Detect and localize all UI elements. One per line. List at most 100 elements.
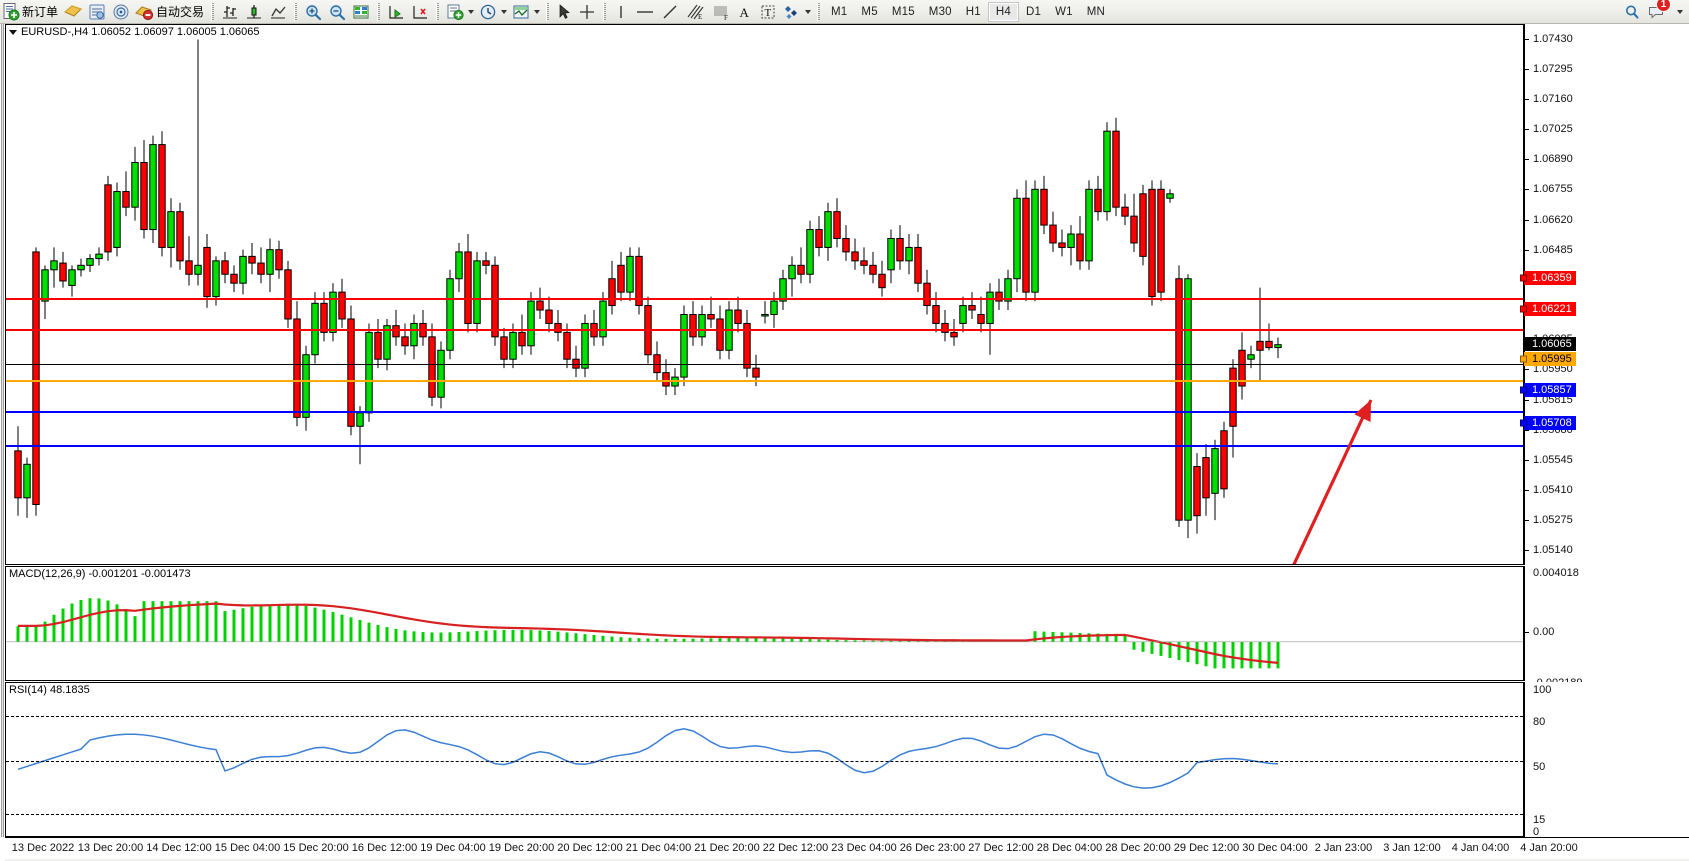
price-label-text: 1.05995 <box>1532 353 1572 366</box>
indicators-dropdown-caret[interactable] <box>468 9 475 14</box>
chart-left-rail <box>0 24 5 837</box>
time-tick: 14 Dec 12:00 <box>146 842 212 854</box>
zoom-in-button[interactable] <box>301 1 325 23</box>
text-box-button[interactable]: T <box>756 1 780 23</box>
autotrading-button[interactable]: 自动交易 <box>133 1 207 23</box>
time-tick: 30 Dec 04:00 <box>1242 842 1308 854</box>
search-button[interactable] <box>1620 1 1644 23</box>
templates-button[interactable] <box>509 1 533 23</box>
text-label-button[interactable]: A <box>734 1 756 23</box>
main-toolbar: 新订单 <box>0 0 1689 24</box>
current-price-line <box>6 364 1523 365</box>
time-scale[interactable]: 13 Dec 2022 13 Dec 20:00 14 Dec 12:00 15 De… <box>5 837 1689 861</box>
tab-timeframe-mn[interactable]: MN <box>1086 5 1106 18</box>
vertical-line-button[interactable] <box>610 1 632 23</box>
rsi-plot <box>17 728 1279 789</box>
support-line-1-label[interactable]: 1.05857 <box>1520 383 1576 398</box>
tab-timeframe-w1[interactable]: W1 <box>1055 5 1073 18</box>
time-tick: 16 Dec 12:00 <box>351 842 418 854</box>
crosshair-button[interactable] <box>575 1 599 23</box>
equidistant-channel-icon: E <box>687 4 704 21</box>
line-chart-button[interactable] <box>266 1 290 23</box>
equidistant-channel-button[interactable]: E <box>682 1 708 23</box>
price-scale[interactable]: 1.07430 1.07295 1.07160 1.07025 1.06890 1.067… <box>1520 24 1689 565</box>
line-drag-handle[interactable] <box>1520 305 1527 313</box>
price-tick: 1.05545 <box>1524 454 1573 466</box>
bar-chart-button[interactable] <box>218 1 242 23</box>
period-dropdown-caret[interactable] <box>501 9 508 14</box>
trendline-button[interactable] <box>658 1 682 23</box>
line-drag-handle[interactable] <box>1520 274 1527 282</box>
objects-dropdown-caret[interactable] <box>805 9 812 14</box>
rsi-pane[interactable]: RSI(14) 48.1835 <box>5 682 1524 837</box>
rsi-tick: 0 <box>1533 826 1540 838</box>
fibonacci-button[interactable]: F <box>708 1 734 23</box>
indicators-button[interactable] <box>443 1 467 23</box>
resistance-line-1[interactable] <box>6 298 1523 300</box>
crosshair-icon <box>580 4 595 19</box>
horizontal-line-button[interactable] <box>632 1 658 23</box>
toolbar-separator <box>603 2 607 21</box>
support-line-2[interactable] <box>6 445 1523 447</box>
price-tick: 1.05950 <box>1524 363 1573 375</box>
expert-advisors-button[interactable] <box>61 1 85 23</box>
resistance-line-2-label[interactable]: 1.06221 <box>1520 301 1576 316</box>
resistance-line-1-label[interactable]: 1.06359 <box>1520 270 1576 285</box>
price-tick: 1.07295 <box>1524 63 1573 75</box>
time-tick: 28 Dec 20:00 <box>1105 842 1171 854</box>
new-order-label: 新订单 <box>22 5 59 19</box>
time-tick: 21 Dec 04:00 <box>625 842 692 854</box>
line-drag-handle[interactable] <box>1520 355 1527 363</box>
support-line-1[interactable] <box>6 411 1523 413</box>
templates-dropdown-caret[interactable] <box>534 9 541 14</box>
tab-timeframe-m1[interactable]: M1 <box>831 5 848 18</box>
candlestick-plot <box>14 39 1282 539</box>
tab-timeframe-m30[interactable]: M30 <box>928 5 952 18</box>
indicators-icon <box>447 4 464 20</box>
resistance-line-2[interactable] <box>6 329 1523 331</box>
objects-button[interactable] <box>780 1 804 23</box>
candlestick-chart-button[interactable] <box>242 1 266 23</box>
toolbar-overflow-caret[interactable] <box>1677 9 1683 14</box>
macd-label: MACD(12,26,9) -0.001201 -0.001473 <box>9 568 191 580</box>
signals-button[interactable] <box>109 1 133 23</box>
tab-timeframe-h4[interactable]: H4 <box>987 1 1019 22</box>
fibonacci-icon: F <box>714 6 728 21</box>
time-tick: 4 Jan 20:00 <box>1520 842 1578 854</box>
alerts-button[interactable]: 1 <box>1644 0 1671 23</box>
new-order-button[interactable]: 新订单 <box>0 1 61 23</box>
tab-timeframe-d1[interactable]: D1 <box>1026 5 1042 18</box>
price-pane[interactable]: EURUSD-,H4 1.06052 1.06097 1.06005 1.060… <box>5 24 1524 565</box>
support-line-2-label[interactable]: 1.05708 <box>1520 416 1576 431</box>
macd-tick: 0.004018 <box>1533 567 1579 579</box>
zoom-out-button[interactable] <box>325 1 349 23</box>
pivot-line-label[interactable]: 1.05995 <box>1520 352 1576 367</box>
signals-icon <box>113 4 129 19</box>
price-tick: 1.06485 <box>1524 244 1573 256</box>
auto-scroll-button[interactable] <box>384 1 408 23</box>
line-drag-handle[interactable] <box>1520 419 1527 427</box>
time-tick: 20 Dec 12:00 <box>557 842 623 854</box>
candlestick-chart-icon <box>247 4 262 18</box>
macd-pane[interactable]: MACD(12,26,9) -0.001201 -0.001473 <box>5 566 1524 681</box>
text-label-icon: A <box>740 5 750 20</box>
period-button[interactable] <box>476 1 500 23</box>
rsi-level-15 <box>6 814 1523 815</box>
cursor-button[interactable] <box>553 1 575 23</box>
chart-shift-button[interactable] <box>408 1 432 23</box>
macd-plot <box>6 598 1523 669</box>
data-window-button[interactable] <box>85 1 109 23</box>
rsi-tick: 100 <box>1533 684 1552 696</box>
new-order-icon <box>3 3 20 21</box>
tab-timeframe-m15[interactable]: M15 <box>891 5 915 18</box>
pivot-line[interactable] <box>6 380 1523 382</box>
line-drag-handle[interactable] <box>1520 386 1527 394</box>
tab-timeframe-h1[interactable]: H1 <box>965 5 981 18</box>
data-grid-button[interactable] <box>349 1 373 23</box>
collapse-caret-icon[interactable] <box>9 29 17 35</box>
current-price-label-label[interactable]: 1.06065 <box>1524 336 1576 351</box>
alert-count-badge: 1 <box>1656 0 1671 12</box>
tab-timeframe-m5[interactable]: M5 <box>861 5 878 18</box>
svg-text:A: A <box>740 5 750 20</box>
search-icon <box>1626 5 1639 19</box>
